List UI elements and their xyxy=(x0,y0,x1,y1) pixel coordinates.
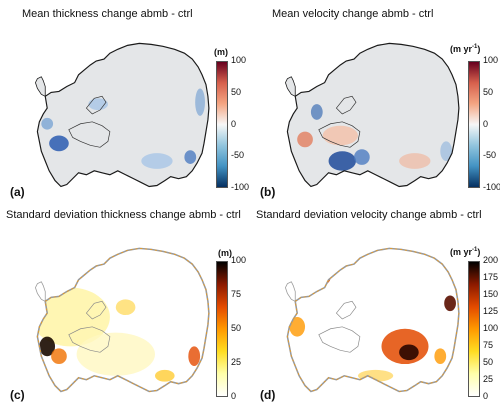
antarctica-map xyxy=(35,42,210,188)
anomaly-patch xyxy=(155,369,175,382)
antarctica-map xyxy=(35,247,210,393)
panel-d: Standard deviation velocity change abmb … xyxy=(250,205,500,410)
colorbar-tick: 200 xyxy=(483,255,499,265)
colorbar-tick: 100 xyxy=(483,323,499,333)
unit-text: (m yr xyxy=(450,44,473,54)
anomaly-patch xyxy=(440,141,453,161)
anomaly-patch xyxy=(49,135,69,152)
ice-sheet-region xyxy=(37,43,209,187)
panel-c: Standard deviation thickness change abmb… xyxy=(0,205,250,410)
anomaly-patch xyxy=(289,317,306,337)
unit-text: (m) xyxy=(214,47,228,57)
unit-text: (m yr xyxy=(450,247,473,257)
anomaly-patch xyxy=(297,131,313,148)
peninsula xyxy=(285,76,296,97)
antarctica-map xyxy=(285,42,460,188)
colorbar-tick: 0 xyxy=(483,118,489,129)
colorbar-unit: (m yr-1) xyxy=(450,247,480,257)
panel-title: Standard deviation velocity change abmb … xyxy=(256,209,482,221)
colorbar-tick: -100 xyxy=(483,182,500,192)
anomaly-patch xyxy=(434,348,447,365)
panel-label: (b) xyxy=(260,185,276,199)
anomaly-patch xyxy=(399,344,419,361)
ice-shelf-boundary xyxy=(335,95,357,115)
colorbar-tick: 75 xyxy=(231,289,242,299)
ice-shelf-boundary xyxy=(68,326,111,353)
unit-sup: -1 xyxy=(472,44,478,50)
ice-shelf-boundary xyxy=(335,300,357,320)
panel-title: Standard deviation thickness change abmb… xyxy=(6,209,241,221)
unit-tail: ) xyxy=(477,44,481,54)
panel-title: Mean velocity change abmb - ctrl xyxy=(272,8,434,20)
colorbar-tick: 50 xyxy=(483,86,494,97)
colorbar-tick: 150 xyxy=(483,289,499,299)
coastline xyxy=(286,247,460,393)
colorbar-tick: 50 xyxy=(231,86,242,97)
colorbar-unit: (m) xyxy=(218,248,232,258)
colorbar-tick: 100 xyxy=(231,55,247,65)
colorbar-unit: (m) xyxy=(214,47,228,57)
peninsula xyxy=(35,76,46,97)
unit-text: (m) xyxy=(218,248,232,258)
coastline xyxy=(286,42,460,188)
anomaly-patch xyxy=(195,88,205,116)
ice-shelf-boundary xyxy=(85,95,107,115)
anomaly-patch xyxy=(188,346,201,366)
peninsula xyxy=(35,281,46,302)
anomaly-patch xyxy=(51,348,67,365)
colorbar xyxy=(468,261,480,397)
colorbar xyxy=(468,61,480,188)
colorbar-tick: 100 xyxy=(483,55,499,65)
coastline xyxy=(36,247,210,393)
colorbar-tick: 0 xyxy=(231,118,237,129)
colorbar-tick: 175 xyxy=(483,272,499,282)
anomaly-patch xyxy=(444,295,456,312)
anomaly-patch xyxy=(39,336,56,357)
anomaly-patch xyxy=(184,150,197,164)
ice-shelf-boundary xyxy=(318,326,361,353)
panel-label: (a) xyxy=(10,185,25,199)
anomaly-patch xyxy=(76,332,155,376)
anomaly-patch xyxy=(310,104,323,120)
colorbar-tick: -50 xyxy=(231,150,245,161)
anomaly-patch xyxy=(41,117,54,130)
anomaly-patch xyxy=(37,287,110,347)
colorbar-tick: 125 xyxy=(483,306,499,316)
unit-sup: -1 xyxy=(472,247,478,253)
colorbar-tick: 100 xyxy=(231,255,247,265)
anomaly-patch xyxy=(322,125,358,146)
colorbar-unit: (m yr-1) xyxy=(450,44,480,54)
colorbar-tick: 50 xyxy=(231,323,242,333)
anomaly-patch xyxy=(141,153,173,169)
colorbar-tick: 25 xyxy=(483,374,494,384)
coastline xyxy=(36,42,210,188)
anomaly-patch xyxy=(399,153,431,169)
colorbar-tick: -100 xyxy=(231,182,250,192)
ice-shelf-boundary xyxy=(318,121,361,148)
colorbar-tick: -50 xyxy=(483,150,497,161)
colorbar xyxy=(216,61,228,188)
panel-label: (d) xyxy=(260,388,276,402)
colorbar-tick: 0 xyxy=(483,391,489,401)
anomaly-patch xyxy=(354,149,370,165)
colorbar-tick: 0 xyxy=(231,391,237,401)
antarctica-map xyxy=(285,247,460,393)
colorbar-tick: 25 xyxy=(231,357,242,367)
peninsula xyxy=(285,281,296,302)
colorbar-tick: 75 xyxy=(483,340,494,350)
panel-label: (c) xyxy=(10,388,25,402)
anomaly-patch xyxy=(88,98,108,111)
ice-sheet-region xyxy=(287,43,459,187)
panel-a: Mean thickness change abmb - ctrl (m) 10… xyxy=(0,0,250,205)
anomaly-patch xyxy=(115,299,136,316)
anomaly-patch xyxy=(328,151,356,171)
unit-tail: ) xyxy=(477,247,481,257)
colorbar xyxy=(216,261,228,397)
panel-title: Mean thickness change abmb - ctrl xyxy=(22,8,193,20)
ice-shelf-boundary xyxy=(85,300,107,320)
panel-b: Mean velocity change abmb - ctrl (m yr-1… xyxy=(250,0,500,205)
ice-shelf-boundary xyxy=(68,121,111,148)
colorbar-tick: 50 xyxy=(483,357,494,367)
